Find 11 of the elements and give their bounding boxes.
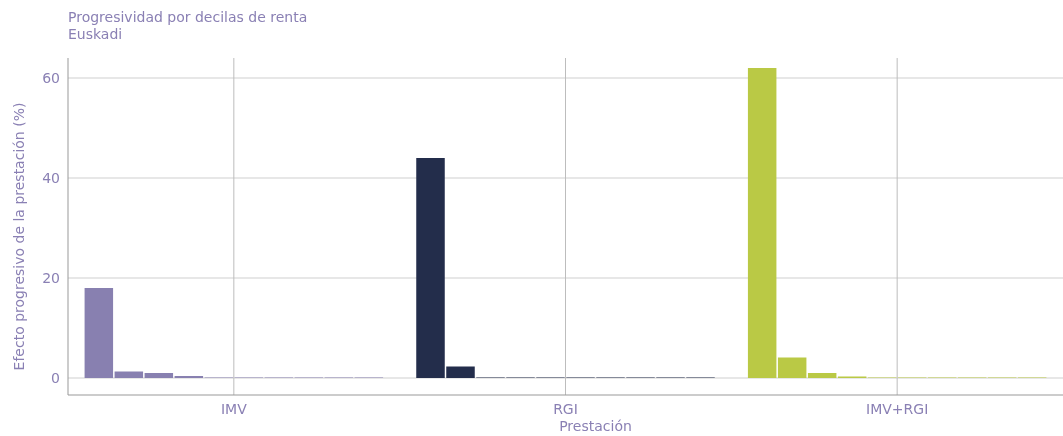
chart-subtitle: Euskadi: [68, 26, 123, 42]
x-axis-title: Prestación: [559, 418, 632, 434]
x-tick-label: RGI: [553, 401, 578, 417]
y-tick-label: 20: [42, 269, 60, 286]
y-tick-label: 60: [42, 69, 60, 86]
x-tick-label: IMV+RGI: [866, 401, 929, 417]
chart-title: Progresividad por decilas de renta: [68, 9, 308, 25]
x-tick-label: IMV: [220, 401, 248, 417]
y-tick-label: 0: [51, 369, 60, 386]
y-axis-title: Efecto progresivo de la prestación (%): [11, 102, 27, 371]
y-tick-label: 40: [42, 169, 60, 186]
